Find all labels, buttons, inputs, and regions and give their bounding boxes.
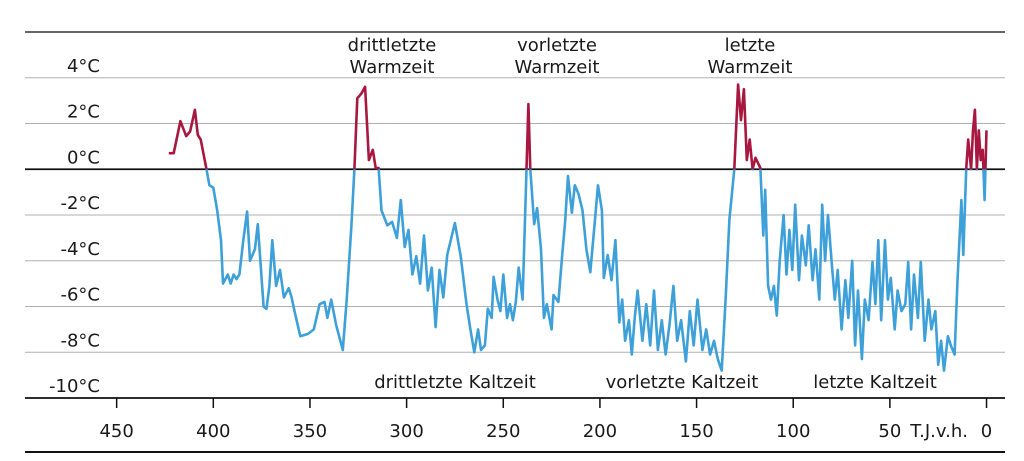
annotation: vorletzte [517, 35, 597, 56]
x-tick-label: 50 [878, 421, 901, 442]
x-tick-label: 250 [486, 421, 520, 442]
x-tick-label: 350 [293, 421, 327, 442]
y-tick-label: -4°C [60, 239, 100, 260]
y-tick-label: -2°C [60, 193, 100, 214]
y-tick-label: 2°C [67, 102, 100, 123]
temperature-line-cold [205, 169, 987, 372]
annotation: vorletzte Kaltzeit [606, 372, 759, 393]
x-tick-label: 450 [99, 421, 133, 442]
y-tick-label: 4°C [67, 56, 100, 77]
x-tick-label: 150 [679, 421, 713, 442]
y-tick-label: -8°C [60, 330, 100, 351]
x-tick-label: 300 [389, 421, 423, 442]
y-tick-label: -10°C [49, 376, 100, 397]
annotation: letzte Kaltzeit [813, 372, 937, 393]
annotation: Warmzeit [708, 57, 793, 78]
annotation: Warmzeit [515, 57, 600, 78]
x-tick-label: 400 [196, 421, 230, 442]
y-tick-label: 0°C [67, 147, 100, 168]
annotation: drittletzte [348, 35, 437, 56]
y-tick-label: -6°C [60, 285, 100, 306]
x-tick-label: 200 [583, 421, 617, 442]
x-axis-label: T.J.v.h. [909, 421, 968, 442]
annotation: Warmzeit [350, 57, 435, 78]
x-tick-label: 100 [776, 421, 810, 442]
x-tick-label: 0 [981, 421, 992, 442]
annotation: letzte [725, 35, 776, 56]
annotation: drittletzte Kaltzeit [374, 372, 536, 393]
